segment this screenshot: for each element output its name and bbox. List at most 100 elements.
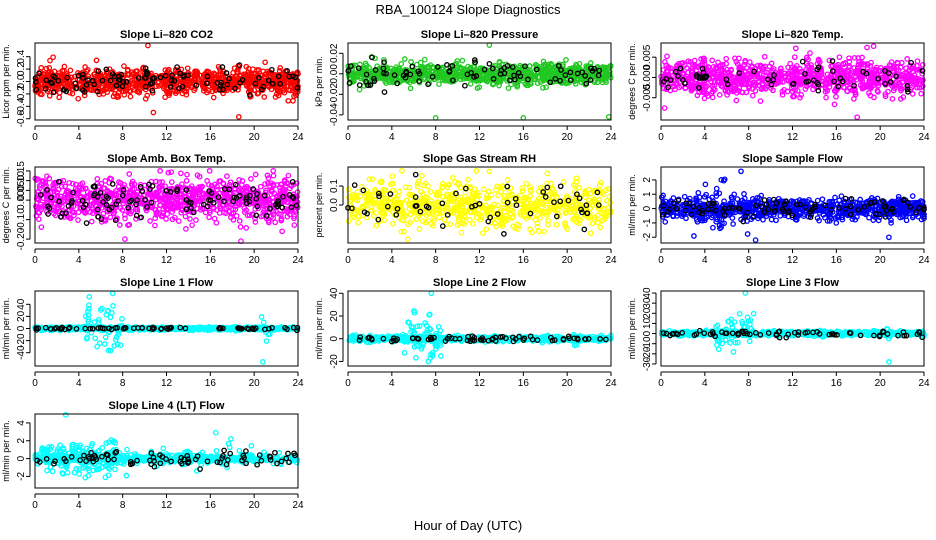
data-point bbox=[733, 97, 740, 104]
data-point bbox=[67, 67, 74, 74]
data-point bbox=[505, 85, 512, 92]
data-point bbox=[792, 45, 799, 52]
data-point bbox=[183, 177, 190, 184]
data-point bbox=[118, 71, 125, 78]
data-point bbox=[761, 53, 768, 60]
data-point bbox=[284, 68, 290, 74]
data-point bbox=[701, 95, 708, 102]
data-point bbox=[416, 78, 422, 84]
data-point bbox=[216, 210, 223, 216]
y-tick-label: 0.15 bbox=[16, 161, 27, 181]
data-point bbox=[179, 83, 186, 90]
data-point bbox=[61, 63, 68, 70]
data-point bbox=[232, 85, 238, 92]
data-point bbox=[261, 73, 268, 80]
data-point bbox=[348, 63, 354, 69]
data-point bbox=[486, 168, 493, 175]
data-point bbox=[390, 220, 396, 227]
data-point bbox=[168, 169, 175, 175]
data-point bbox=[144, 70, 151, 77]
data-point bbox=[391, 72, 398, 78]
data-point bbox=[69, 90, 76, 97]
y-tick-label: -0.02 bbox=[329, 83, 340, 106]
data-point bbox=[121, 91, 128, 98]
data-point bbox=[497, 71, 504, 77]
data-point bbox=[536, 228, 542, 235]
data-point bbox=[403, 69, 410, 76]
data-point bbox=[366, 64, 372, 71]
data-point bbox=[243, 225, 250, 231]
data-point bbox=[290, 97, 296, 104]
data-point bbox=[473, 167, 480, 174]
data-point bbox=[55, 77, 62, 84]
data-point bbox=[797, 94, 803, 101]
data-point bbox=[88, 87, 95, 93]
data-point bbox=[557, 77, 563, 84]
data-point bbox=[62, 81, 68, 87]
data-point bbox=[807, 50, 813, 56]
data-point bbox=[192, 85, 198, 92]
x-tick-label: 12 bbox=[474, 132, 486, 143]
data-point bbox=[381, 217, 388, 224]
data-point bbox=[823, 94, 829, 101]
data-point bbox=[757, 98, 764, 104]
data-point bbox=[290, 73, 296, 79]
data-point bbox=[495, 192, 501, 199]
data-point bbox=[184, 171, 190, 178]
data-point bbox=[541, 228, 547, 235]
data-point bbox=[480, 230, 486, 236]
data-point bbox=[547, 79, 554, 86]
data-point bbox=[359, 70, 365, 76]
data-point bbox=[138, 79, 145, 86]
data-point bbox=[291, 222, 298, 228]
data-point bbox=[226, 75, 232, 82]
data-point bbox=[394, 80, 401, 87]
data-point bbox=[436, 81, 442, 87]
data-point bbox=[791, 54, 798, 61]
data-point bbox=[262, 59, 268, 66]
data-point bbox=[289, 87, 296, 94]
data-point bbox=[417, 59, 424, 66]
data-point bbox=[441, 77, 448, 84]
panel-3: Slope Li–820 Temp.0 4 8 12 16 20 24-0.0050.000… bbox=[627, 29, 930, 143]
data-point bbox=[486, 60, 493, 67]
data-point bbox=[172, 88, 178, 95]
data-point bbox=[587, 77, 594, 83]
x-tick-label: 0 bbox=[32, 132, 38, 143]
data-point bbox=[214, 79, 221, 86]
data-point bbox=[798, 92, 805, 98]
data-point bbox=[77, 82, 84, 89]
data-point bbox=[415, 68, 422, 75]
data-point bbox=[103, 66, 110, 73]
data-point bbox=[204, 80, 210, 87]
data-point bbox=[151, 75, 157, 82]
data-point bbox=[50, 54, 56, 61]
data-point bbox=[389, 173, 396, 180]
data-point bbox=[509, 64, 516, 70]
data-point bbox=[515, 70, 522, 76]
data-point bbox=[47, 57, 53, 64]
data-point bbox=[230, 69, 236, 76]
data-point bbox=[162, 67, 169, 73]
data-point bbox=[355, 219, 362, 226]
data-point bbox=[162, 72, 169, 79]
data-point bbox=[471, 74, 477, 80]
data-point bbox=[43, 77, 50, 84]
data-point bbox=[664, 53, 670, 60]
data-point bbox=[142, 65, 149, 72]
x-tick-label: 20 bbox=[562, 132, 574, 143]
data-point bbox=[596, 67, 603, 74]
data-point bbox=[511, 72, 517, 79]
data-point bbox=[160, 78, 167, 85]
data-point bbox=[709, 57, 716, 64]
data-point bbox=[178, 170, 184, 177]
data-point bbox=[217, 68, 224, 75]
data-point bbox=[345, 218, 352, 224]
data-point bbox=[142, 83, 149, 90]
x-tick-label: 4 bbox=[389, 255, 395, 266]
data-point bbox=[453, 60, 460, 67]
panel-title: Slope Amb. Box Temp. bbox=[107, 153, 226, 165]
data-point bbox=[483, 226, 490, 233]
panel-points bbox=[658, 43, 926, 121]
